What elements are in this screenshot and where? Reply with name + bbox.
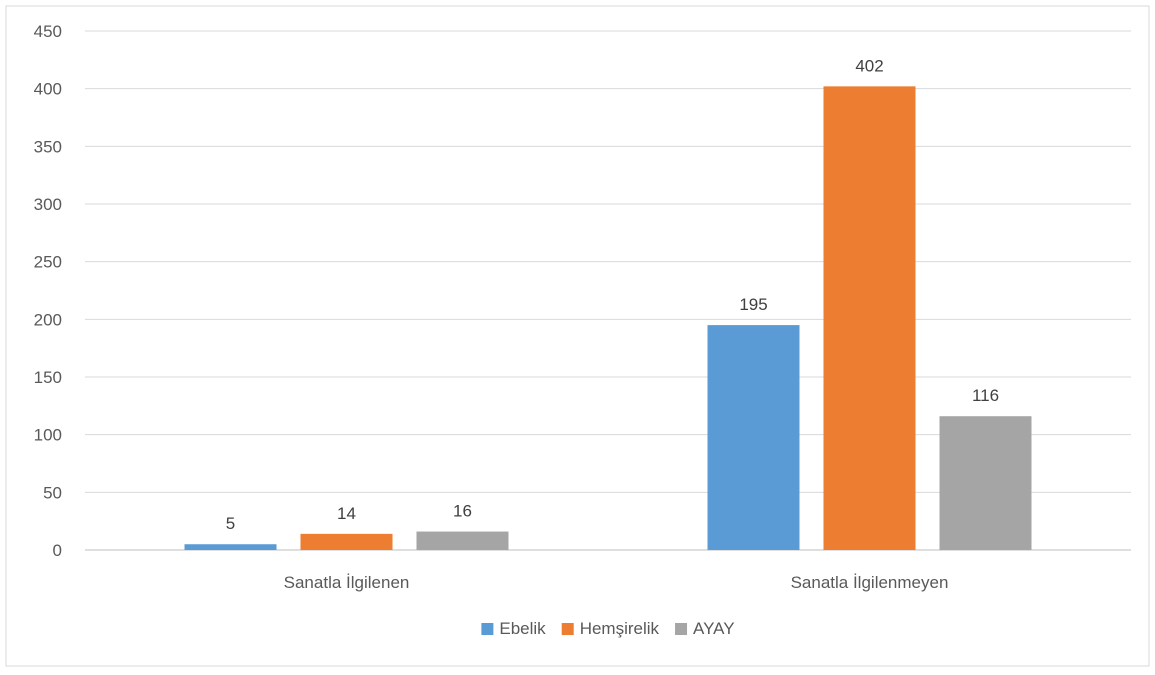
legend-swatch	[481, 623, 494, 635]
x-axis-categories: Sanatla İlgilenen Sanatla İlgilenmeyen	[284, 573, 949, 592]
y-tick-label: 300	[34, 195, 62, 214]
y-tick-label: 350	[34, 137, 62, 156]
y-axis-ticks: 0 50 100 150 200 250 300 350 400 450	[34, 22, 62, 560]
legend-item: Ebelik	[481, 619, 546, 638]
y-tick-label: 100	[34, 426, 62, 445]
x-category-label: Sanatla İlgilenmeyen	[791, 573, 949, 592]
x-category-label: Sanatla İlgilenen	[284, 573, 410, 592]
legend-item: AYAY	[675, 619, 735, 638]
legend-label: Ebelik	[499, 619, 546, 638]
gridlines	[85, 30, 1131, 551]
data-label: 5	[226, 514, 235, 533]
data-label: 402	[855, 56, 883, 75]
data-label: 116	[972, 386, 999, 405]
legend-label: AYAY	[693, 619, 735, 638]
data-label: 16	[453, 502, 472, 521]
legend-swatch	[561, 623, 574, 635]
data-labels: 5 14 16 195 402 116	[226, 56, 999, 533]
legend-label: Hemşirelik	[580, 619, 660, 638]
data-label: 195	[739, 295, 767, 314]
y-tick-label: 0	[53, 541, 62, 560]
bar	[707, 325, 800, 550]
bar	[300, 533, 393, 550]
legend-item: Hemşirelik	[561, 619, 660, 638]
data-label: 14	[337, 504, 356, 523]
legend: Ebelik Hemşirelik AYAY	[481, 619, 735, 638]
y-tick-label: 400	[34, 80, 62, 99]
bar	[939, 416, 1032, 550]
bar	[416, 531, 509, 550]
y-tick-label: 150	[34, 368, 62, 387]
y-tick-label: 200	[34, 310, 62, 329]
y-tick-label: 50	[43, 483, 62, 502]
bar	[823, 86, 916, 551]
bar	[184, 544, 277, 550]
legend-swatch	[675, 623, 688, 635]
bars	[184, 86, 1032, 551]
y-tick-label: 250	[34, 253, 62, 272]
y-tick-label: 450	[34, 22, 62, 41]
chart-border	[5, 5, 1150, 667]
